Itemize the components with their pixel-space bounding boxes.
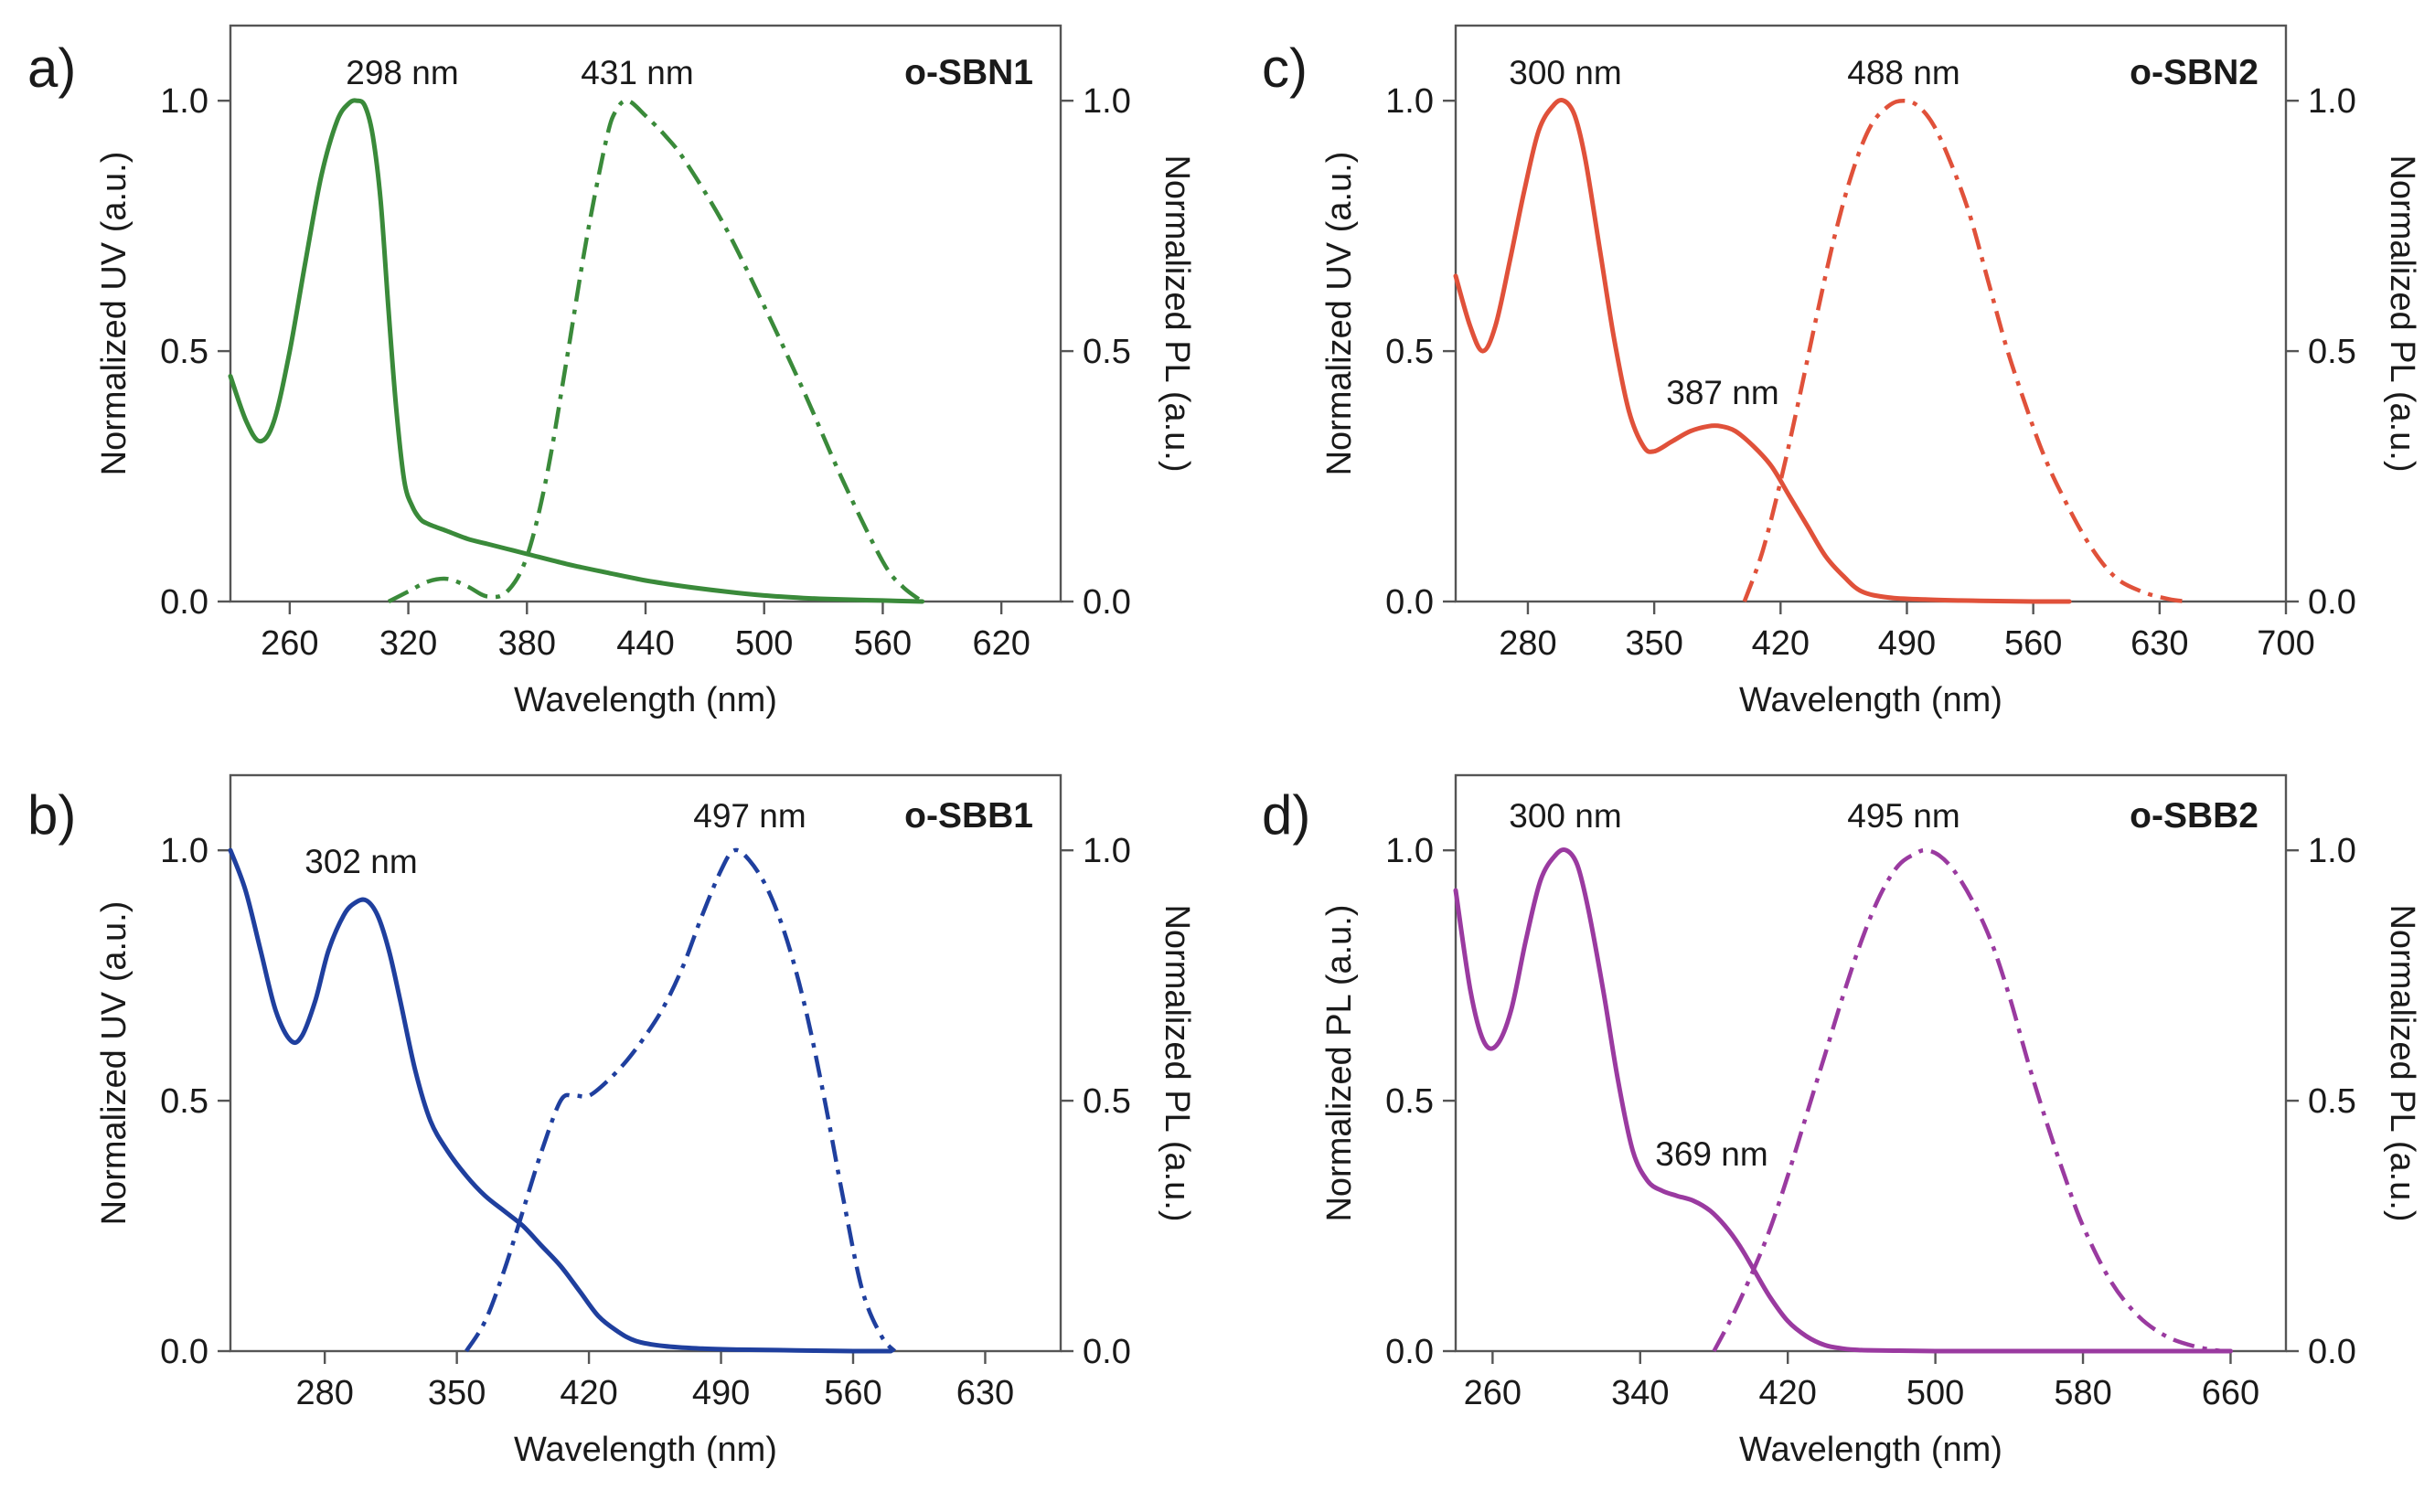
y-axis-label-left: Normalized PL (a.u.) bbox=[1320, 904, 1359, 1221]
y-tick-label-left: 0.0 bbox=[1385, 583, 1434, 622]
pl-emission-line bbox=[465, 847, 897, 1353]
x-tick-label: 490 bbox=[692, 1374, 750, 1412]
x-tick-label: 630 bbox=[2130, 624, 2188, 663]
x-tick-label: 560 bbox=[854, 624, 912, 663]
uv-absorption-line bbox=[228, 98, 925, 604]
y-tick-label-left: 1.0 bbox=[160, 832, 208, 870]
x-tick-label: 620 bbox=[972, 624, 1030, 663]
uv-absorption-line bbox=[1453, 847, 2233, 1354]
y-axis-label-left: Normalized UV (a.u.) bbox=[1320, 152, 1359, 476]
pl-emission-line bbox=[1712, 847, 2222, 1354]
y-tick-label-left: 0.0 bbox=[1385, 1333, 1434, 1371]
y-tick-label-left: 1.0 bbox=[1385, 832, 1434, 870]
x-tick-label: 420 bbox=[1752, 624, 1810, 663]
x-axis-label: Wavelength (nm) bbox=[1739, 1431, 2002, 1469]
y-tick-label-right: 1.0 bbox=[2308, 832, 2356, 870]
y-tick-label-right: 0.0 bbox=[2308, 1333, 2356, 1371]
peak-label: 302 nm bbox=[304, 843, 417, 880]
plot-frame bbox=[229, 24, 1063, 603]
y-tick-label-right: 0.5 bbox=[2308, 1082, 2356, 1121]
y-tick-label-right: 0.5 bbox=[1083, 1082, 1131, 1121]
y-tick-label-right: 0.5 bbox=[2308, 333, 2356, 371]
x-axis-label: Wavelength (nm) bbox=[514, 681, 777, 719]
y-tick-label-right: 0.5 bbox=[1083, 333, 1131, 371]
x-tick-label: 580 bbox=[2054, 1374, 2111, 1412]
y-tick-label-left: 0.5 bbox=[160, 1082, 208, 1121]
y-axis-label-right: Normalized PL (a.u.) bbox=[1158, 154, 1196, 472]
peak-label: 495 nm bbox=[1847, 797, 1959, 835]
compound-label: o-SBN1 bbox=[904, 53, 1033, 92]
x-tick-label: 630 bbox=[956, 1374, 1014, 1412]
x-tick-label: 660 bbox=[2202, 1374, 2259, 1412]
x-tick-label: 260 bbox=[1464, 1374, 1522, 1412]
peak-label: 300 nm bbox=[1509, 54, 1621, 91]
x-tick-label: 440 bbox=[616, 624, 674, 663]
y-axis-label-right: Normalized PL (a.u.) bbox=[2383, 154, 2421, 472]
plot-frame bbox=[1454, 773, 2288, 1353]
y-tick-label-right: 1.0 bbox=[2308, 82, 2356, 121]
x-tick-label: 350 bbox=[428, 1374, 486, 1412]
uv-absorption-line bbox=[1453, 98, 2072, 604]
compound-label: o-SBN2 bbox=[2130, 53, 2258, 92]
y-tick-label-left: 0.5 bbox=[1385, 333, 1434, 371]
x-axis-label: Wavelength (nm) bbox=[1739, 681, 2002, 719]
pl-emission-line bbox=[1742, 98, 2187, 604]
y-tick-label-left: 1.0 bbox=[1385, 82, 1434, 121]
uv-absorption-line bbox=[228, 847, 893, 1354]
chart-panel-o-sbb1: b) o-SBB1 280 350 420 490 560 630 0.0 0.0 0.5 0.5 1.… bbox=[27, 773, 1196, 1469]
x-tick-label: 560 bbox=[824, 1374, 881, 1412]
peak-label: 300 nm bbox=[1509, 797, 1621, 835]
peak-label: 298 nm bbox=[346, 54, 458, 91]
panel-letter: b) bbox=[27, 784, 76, 846]
peak-label: 488 nm bbox=[1847, 54, 1959, 91]
x-tick-label: 380 bbox=[498, 624, 556, 663]
compound-label: o-SBB1 bbox=[904, 796, 1033, 836]
peak-label: 387 nm bbox=[1666, 374, 1778, 411]
x-tick-label: 500 bbox=[735, 624, 793, 663]
peak-label: 369 nm bbox=[1655, 1135, 1767, 1173]
plot-frame bbox=[1454, 24, 2288, 603]
x-tick-label: 260 bbox=[261, 624, 318, 663]
x-tick-label: 280 bbox=[295, 1374, 353, 1412]
x-tick-label: 420 bbox=[1758, 1374, 1816, 1412]
y-tick-label-right: 0.0 bbox=[2308, 583, 2356, 622]
y-tick-label-left: 0.0 bbox=[160, 583, 208, 622]
panel-letter: a) bbox=[27, 37, 76, 99]
peak-label: 497 nm bbox=[693, 797, 806, 835]
y-tick-label-right: 0.0 bbox=[1083, 1333, 1131, 1371]
plot-frame bbox=[229, 773, 1063, 1353]
y-tick-label-left: 0.5 bbox=[160, 333, 208, 371]
x-axis-label: Wavelength (nm) bbox=[514, 1431, 777, 1469]
panel-letter: c) bbox=[1262, 37, 1308, 99]
y-tick-label-right: 0.0 bbox=[1083, 583, 1131, 622]
y-axis-label-left: Normalized UV (a.u.) bbox=[95, 152, 133, 476]
y-tick-label-right: 1.0 bbox=[1083, 82, 1131, 121]
chart-panel-o-sbb2: d) o-SBB2 260 340 420 500 580 660 0.0 0.0 0.5 0.5 1.… bbox=[1262, 773, 2421, 1469]
y-tick-label-left: 0.0 bbox=[160, 1333, 208, 1371]
compound-label: o-SBB2 bbox=[2130, 796, 2258, 836]
x-tick-label: 340 bbox=[1611, 1374, 1669, 1412]
panel-letter: d) bbox=[1262, 784, 1310, 846]
x-tick-label: 320 bbox=[379, 624, 437, 663]
y-tick-label-left: 0.5 bbox=[1385, 1082, 1434, 1121]
x-tick-label: 500 bbox=[1906, 1374, 1964, 1412]
chart-panel-o-sbn1: a) o-SBN1 260 320 380 440 500 560 620 0.0 0.0 0.5 0.… bbox=[27, 24, 1196, 719]
y-axis-label-right: Normalized PL (a.u.) bbox=[2383, 904, 2421, 1221]
x-tick-label: 560 bbox=[2004, 624, 2062, 663]
pl-emission-line bbox=[387, 98, 924, 604]
y-axis-label-left: Normalized UV (a.u.) bbox=[95, 901, 133, 1226]
x-tick-label: 350 bbox=[1625, 624, 1682, 663]
y-tick-label-left: 1.0 bbox=[160, 82, 208, 121]
y-axis-label-right: Normalized PL (a.u.) bbox=[1158, 904, 1196, 1221]
x-tick-label: 280 bbox=[1499, 624, 1556, 663]
x-tick-label: 490 bbox=[1878, 624, 1936, 663]
y-tick-label-right: 1.0 bbox=[1083, 832, 1131, 870]
peak-label: 431 nm bbox=[581, 54, 693, 91]
x-tick-label: 700 bbox=[2257, 624, 2314, 663]
x-tick-label: 420 bbox=[560, 1374, 617, 1412]
